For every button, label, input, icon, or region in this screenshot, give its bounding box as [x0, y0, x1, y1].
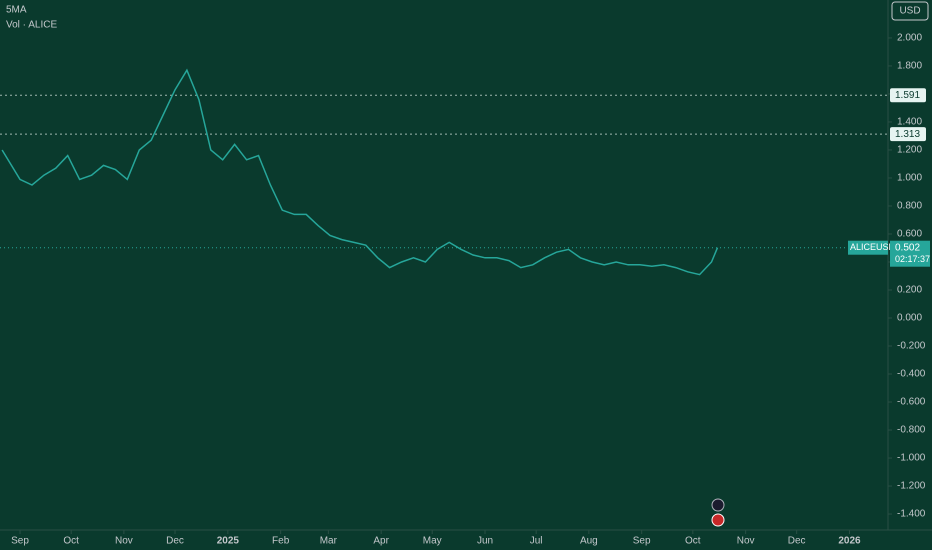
price-line-label: 1.313	[895, 129, 920, 140]
y-tick-label: -0.600	[897, 397, 926, 408]
x-tick-label: Dec	[788, 536, 806, 547]
x-tick-label: Sep	[11, 536, 29, 547]
x-tick-label: Apr	[373, 536, 389, 547]
y-tick-label: 1.200	[897, 145, 922, 156]
x-tick-label: Jun	[477, 536, 493, 547]
x-tick-label: 2026	[838, 536, 861, 547]
x-tick-label: Oct	[63, 536, 79, 547]
symbol-label: ALICEUSD	[850, 242, 896, 252]
y-tick-label: 0.800	[897, 201, 922, 212]
last-price-box	[890, 240, 930, 267]
indicator-label: 5MA	[6, 5, 27, 16]
y-tick-label: -1.000	[897, 453, 926, 464]
currency-button[interactable]	[891, 1, 929, 21]
x-tick-label: Oct	[685, 536, 701, 547]
currency-label: USD	[899, 6, 920, 17]
x-tick-label: Dec	[166, 536, 184, 547]
x-tick-label: Aug	[580, 536, 598, 547]
y-tick-label: 1.000	[897, 173, 922, 184]
x-tick-label: Nov	[737, 536, 755, 547]
y-tick-label: -0.800	[897, 425, 926, 436]
x-tick-label: 2025	[217, 536, 240, 547]
y-tick-label: 0.200	[897, 285, 922, 296]
y-tick-label: 2.000	[897, 33, 922, 44]
price-line-box	[890, 127, 926, 142]
x-tick-label: Jul	[530, 536, 543, 547]
y-tick-label: -0.200	[897, 341, 926, 352]
x-tick-label: Sep	[633, 536, 651, 547]
y-tick-label: -1.200	[897, 481, 926, 492]
event-icon[interactable]	[711, 513, 725, 527]
indicator-label: Vol · ALICE	[6, 20, 57, 31]
x-tick-label: Feb	[272, 536, 290, 547]
y-tick-label: -0.400	[897, 369, 926, 380]
symbol-box	[848, 240, 888, 255]
x-tick-label: Mar	[320, 536, 338, 547]
countdown-label: 02:17:37	[895, 254, 930, 264]
event-icon[interactable]	[711, 498, 725, 512]
last-price-label: 0.502	[895, 242, 920, 253]
x-tick-label: Nov	[115, 536, 133, 547]
y-tick-label: 1.400	[897, 117, 922, 128]
price-line-box	[890, 88, 926, 103]
y-tick-label: 1.800	[897, 61, 922, 72]
x-tick-label: May	[423, 536, 442, 547]
y-tick-label: -1.400	[897, 509, 926, 520]
price-line-label: 1.591	[895, 90, 920, 101]
y-tick-label: 0.000	[897, 313, 922, 324]
y-tick-label: 0.600	[897, 229, 922, 240]
price-line-series	[1, 68, 719, 276]
